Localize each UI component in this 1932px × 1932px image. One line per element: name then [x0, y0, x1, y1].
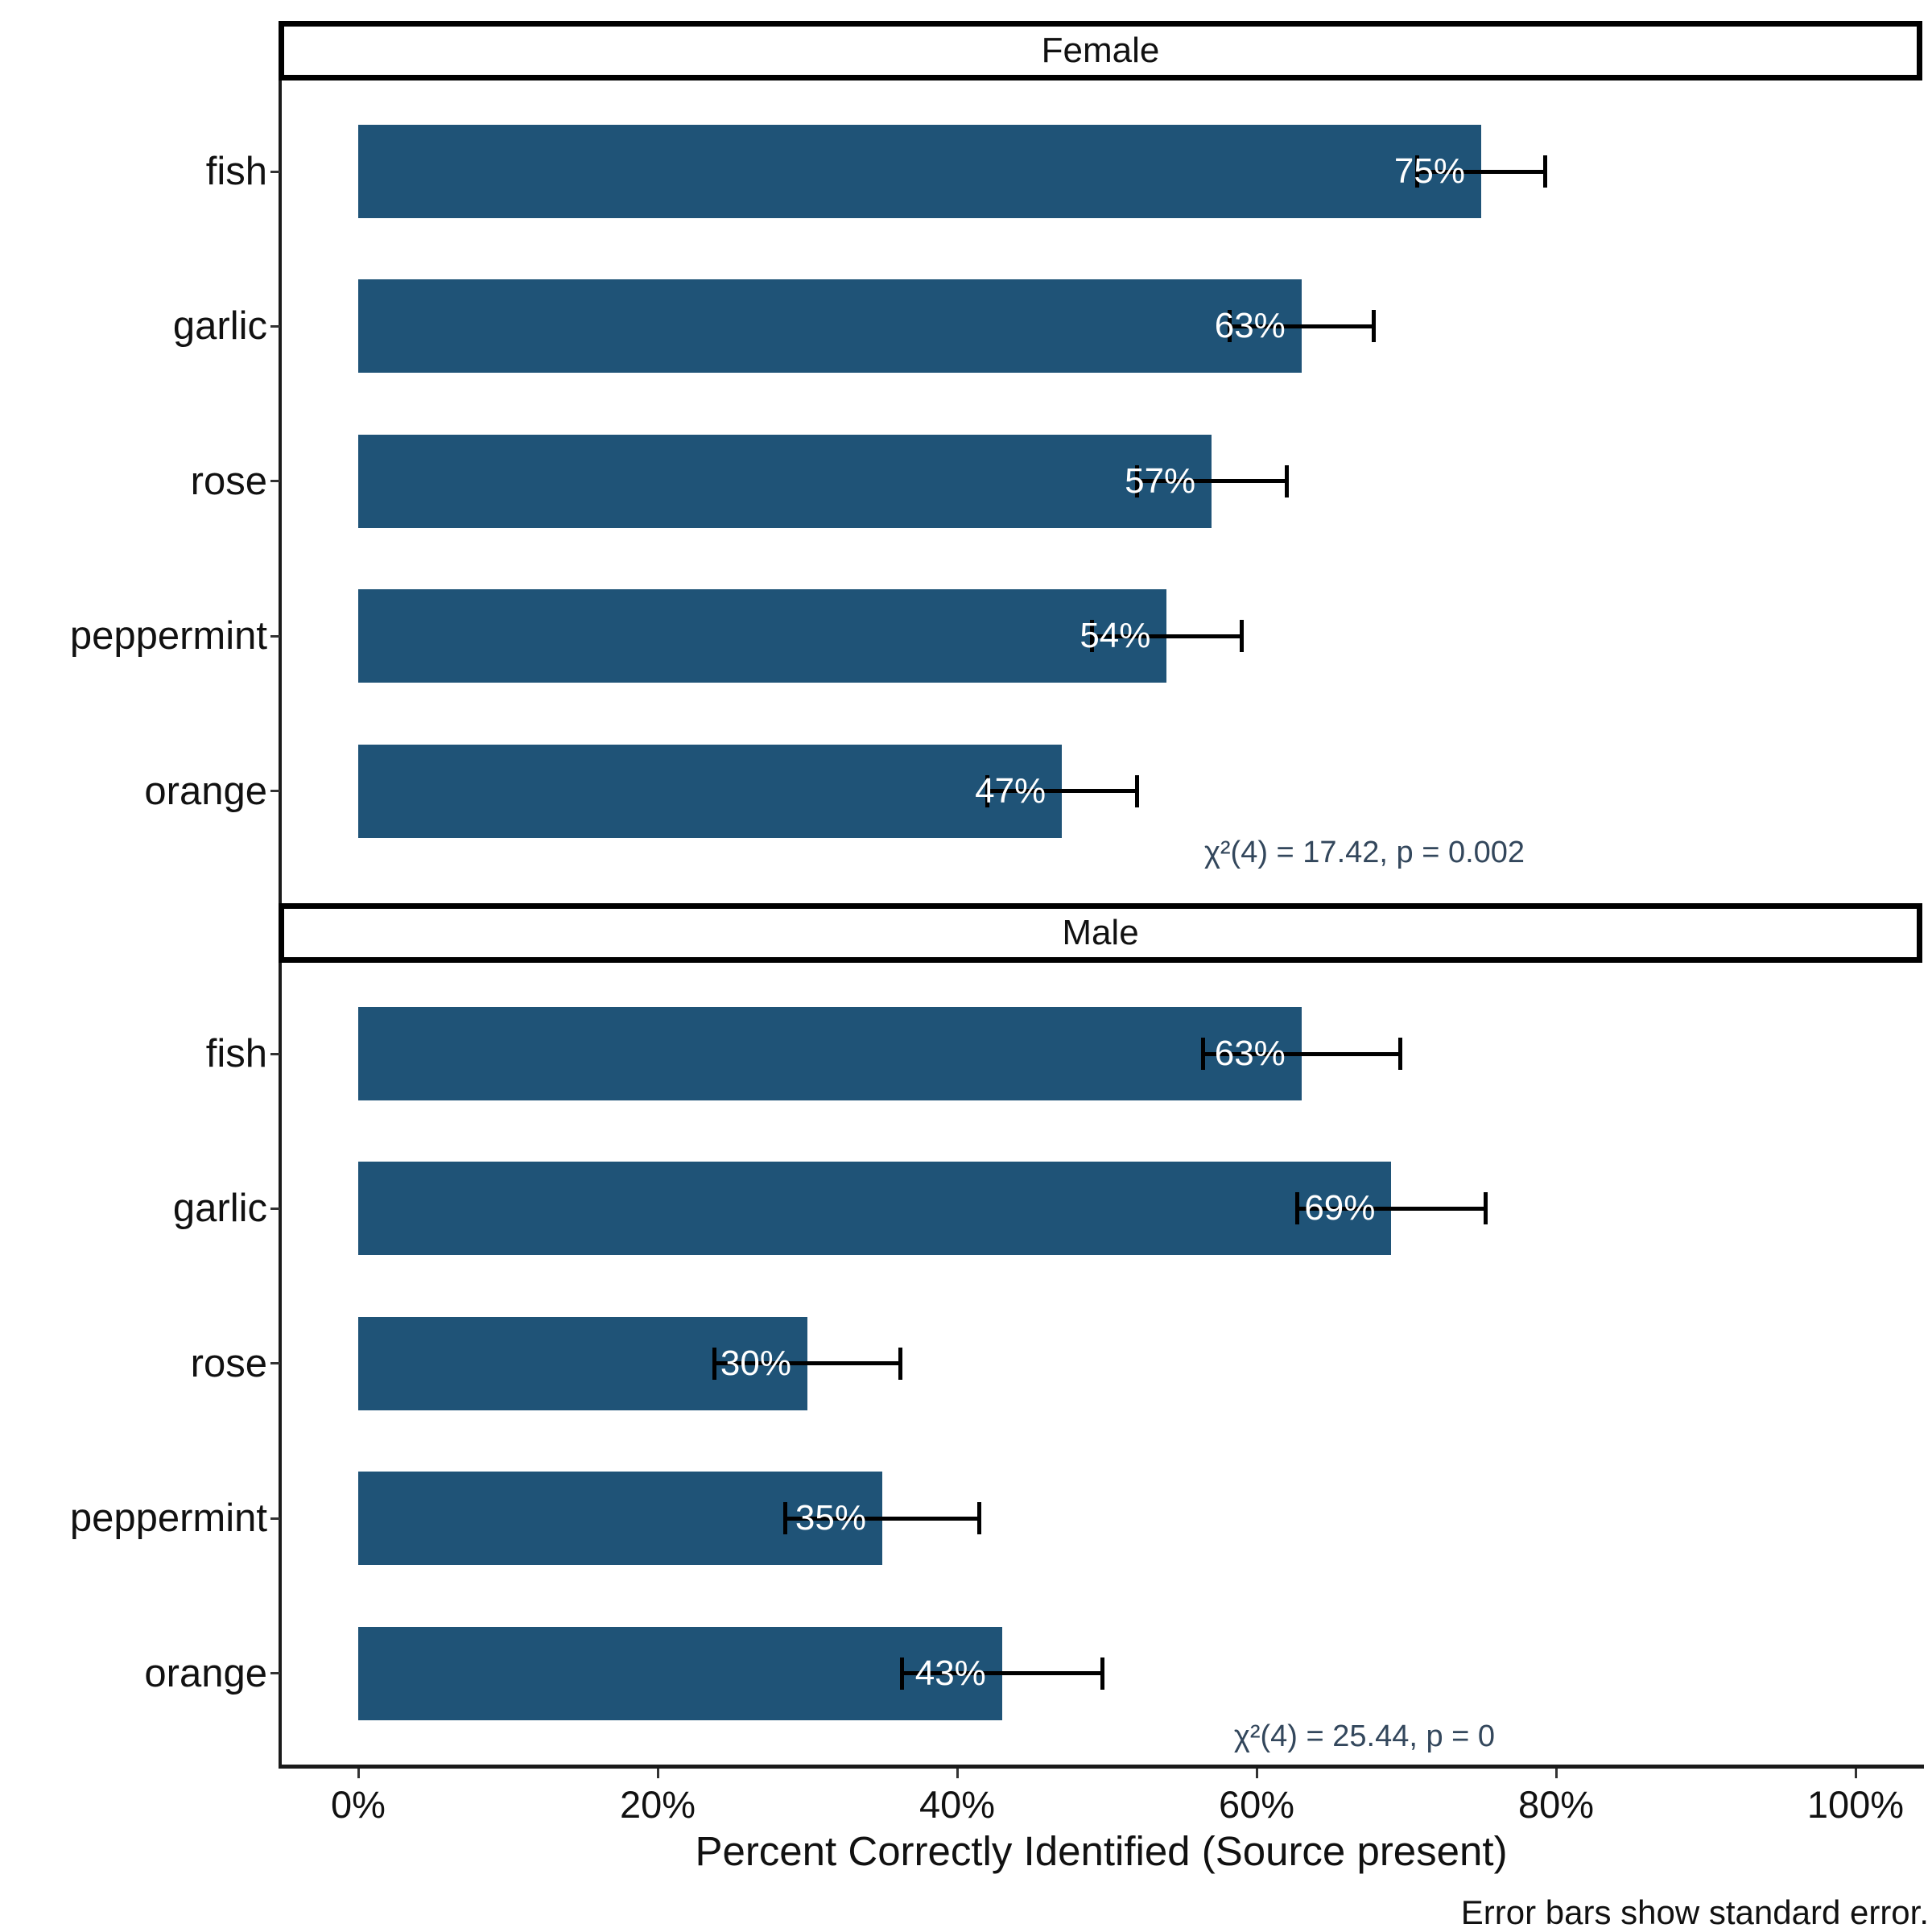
y-category-label-garlic: garlic [172, 1187, 267, 1231]
chi-square-annotation-male: χ²(4) = 25.44, p = 0 [1233, 1719, 1496, 1753]
bar-value-label: 47% [975, 770, 1046, 811]
y-category-label-fish: fish [205, 150, 267, 193]
error-bar-cap-low [1414, 155, 1419, 188]
error-bar-cap-low [712, 1347, 717, 1380]
chi-square-annotation-female: χ²(4) = 17.42, p = 0.002 [1203, 836, 1525, 869]
bar-value-label: 63% [1214, 1034, 1286, 1073]
error-bar-line [902, 1671, 1103, 1676]
x-axis-line [279, 1765, 1924, 1769]
y-category-label-rose: rose [190, 459, 267, 503]
facet-strip-label: Female [1041, 31, 1160, 70]
y-axis-tick [270, 1517, 280, 1520]
y-category-label-rose: rose [190, 1341, 267, 1385]
error-bar-cap-low [1228, 310, 1232, 343]
bar-female-orange [358, 744, 1063, 838]
x-axis-tick-label-40: 40% [919, 1783, 996, 1826]
error-bar-cap-high [1371, 310, 1376, 343]
y-category-label-fish: fish [205, 1032, 267, 1075]
error-bar-cap-high [1100, 1657, 1104, 1690]
x-axis-title: Percent Correctly Identified (Source pre… [695, 1828, 1508, 1874]
x-axis-tick-label-20: 20% [619, 1783, 696, 1826]
error-bar-line [1297, 1206, 1486, 1211]
bar-value-label: 69% [1304, 1188, 1376, 1228]
bar-female-peppermint [358, 589, 1167, 683]
error-bar-cap-low [1134, 464, 1139, 497]
y-category-label-peppermint: peppermint [69, 614, 267, 658]
error-bar-line [1229, 324, 1374, 328]
error-bar-cap-high [1484, 1192, 1488, 1225]
error-bar-cap-high [898, 1347, 902, 1380]
error-bar-cap-high [1543, 155, 1548, 188]
facet-strip-female: Female [279, 21, 1922, 80]
bar-value-label: 57% [1125, 460, 1196, 501]
bar-female-garlic [358, 279, 1302, 374]
bar-value-label: 54% [1080, 616, 1151, 656]
error-bar-cap-low [782, 1502, 787, 1535]
bar-male-orange [358, 1626, 1002, 1720]
x-axis-tick-label-0: 0% [331, 1783, 386, 1826]
bar-female-fish [358, 125, 1481, 218]
y-axis-line [279, 80, 282, 903]
x-axis-tick-100 [1854, 1769, 1857, 1778]
bar-value-label: 43% [914, 1653, 986, 1693]
x-axis-tick-label-60: 60% [1218, 1783, 1295, 1826]
bar-value-label: 35% [795, 1498, 866, 1538]
x-axis-tick-40 [956, 1769, 959, 1778]
error-bar-cap-high [1134, 774, 1139, 807]
error-bar-cap-high [977, 1502, 982, 1535]
bar-female-rose [358, 434, 1212, 528]
error-bar-line [1417, 169, 1546, 174]
x-axis-tick-0 [357, 1769, 360, 1778]
error-bar-cap-low [1294, 1192, 1299, 1225]
x-axis-tick-60 [1255, 1769, 1258, 1778]
x-axis-tick-label-80: 80% [1517, 1783, 1595, 1826]
x-axis-tick-80 [1554, 1769, 1558, 1778]
y-axis-tick [270, 634, 280, 638]
y-axis-tick [270, 480, 280, 483]
y-axis-tick [270, 170, 280, 173]
error-bar-line [785, 1516, 980, 1521]
error-bar-cap-high [1284, 464, 1289, 497]
error-bar-line [1203, 1051, 1401, 1056]
y-axis-tick [270, 1672, 280, 1675]
y-axis-line [279, 963, 282, 1765]
error-bar-cap-low [985, 774, 989, 807]
y-axis-tick [270, 1362, 280, 1365]
y-category-label-orange: orange [144, 769, 267, 813]
x-axis-tick-label-100: 100% [1806, 1783, 1905, 1826]
error-bar-line [1137, 479, 1287, 484]
x-axis-tick-20 [656, 1769, 659, 1778]
error-bar-cap-high [1398, 1038, 1403, 1070]
error-bar-cap-low [1200, 1038, 1205, 1070]
y-category-label-orange: orange [144, 1651, 267, 1695]
y-axis-tick [270, 324, 280, 328]
y-axis-tick [270, 1207, 280, 1210]
bar-male-garlic [358, 1162, 1392, 1256]
bar-value-label: 30% [720, 1343, 791, 1383]
y-axis-tick [270, 1052, 280, 1055]
facet-strip-label: Male [1062, 913, 1139, 952]
y-category-label-garlic: garlic [172, 304, 267, 349]
bar-male-fish [358, 1007, 1302, 1100]
y-axis-tick [270, 790, 280, 793]
error-bar-cap-high [1239, 620, 1244, 653]
error-bar-cap-low [1089, 620, 1094, 653]
bar-value-label: 75% [1393, 151, 1465, 191]
error-bar-cap-low [899, 1657, 904, 1690]
error-bar-line [714, 1361, 901, 1366]
facet-strip-male: Male [279, 903, 1922, 963]
bar-value-label: 63% [1214, 306, 1286, 346]
error-bar-line [1092, 634, 1242, 638]
y-category-label-peppermint: peppermint [69, 1496, 267, 1541]
error-bar-line [987, 789, 1137, 794]
chart-caption: Error bars show standard error. [1460, 1893, 1929, 1931]
